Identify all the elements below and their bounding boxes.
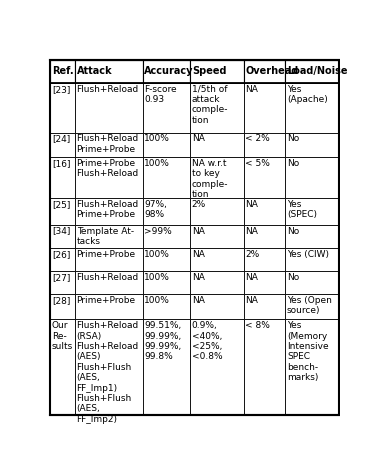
Text: Flush+Reload
(RSA)
Flush+Reload
(AES)
Flush+Flush
(AES,
FF_Imp1)
Flush+Flush
(AE: Flush+Reload (RSA) Flush+Reload (AES) Fl… xyxy=(77,321,139,424)
Text: Yes
(SPEC): Yes (SPEC) xyxy=(287,200,317,219)
Bar xyxy=(244,294,285,319)
Bar xyxy=(143,132,190,157)
Text: [34]: [34] xyxy=(52,227,70,235)
Bar xyxy=(285,157,339,198)
Text: NA: NA xyxy=(192,250,205,259)
Text: Load/Noise: Load/Noise xyxy=(287,66,347,76)
Bar xyxy=(244,319,285,415)
Bar xyxy=(285,248,339,271)
Bar xyxy=(244,225,285,248)
Bar xyxy=(143,225,190,248)
Bar xyxy=(244,271,285,294)
Bar xyxy=(50,157,75,198)
Bar xyxy=(285,294,339,319)
Text: < 8%: < 8% xyxy=(245,321,270,330)
Text: 100%: 100% xyxy=(144,159,170,168)
Text: Ref.: Ref. xyxy=(52,66,74,76)
Bar xyxy=(190,271,244,294)
Bar xyxy=(75,271,143,294)
Text: Prime+Probe
Flush+Reload: Prime+Probe Flush+Reload xyxy=(77,159,139,178)
Bar xyxy=(143,271,190,294)
Bar xyxy=(143,294,190,319)
Text: Flush+Reload: Flush+Reload xyxy=(77,85,139,94)
Bar xyxy=(75,198,143,225)
Text: Overhead: Overhead xyxy=(245,66,299,76)
Text: Yes (CIW): Yes (CIW) xyxy=(287,250,329,259)
Bar xyxy=(143,157,190,198)
Bar xyxy=(50,60,75,83)
Bar xyxy=(143,83,190,132)
Bar xyxy=(75,319,143,415)
Text: NA: NA xyxy=(245,273,258,282)
Text: F-score
0.93: F-score 0.93 xyxy=(144,85,177,104)
Text: 2%: 2% xyxy=(192,200,206,209)
Text: No: No xyxy=(287,273,299,282)
Text: NA: NA xyxy=(192,273,205,282)
Bar xyxy=(285,319,339,415)
Text: [27]: [27] xyxy=(52,273,70,282)
Text: NA: NA xyxy=(192,296,205,305)
Bar xyxy=(50,132,75,157)
Text: 100%: 100% xyxy=(144,273,170,282)
Bar xyxy=(244,198,285,225)
Bar xyxy=(190,157,244,198)
Bar xyxy=(75,248,143,271)
Bar xyxy=(75,225,143,248)
Text: Flush+Reload: Flush+Reload xyxy=(77,273,139,282)
Bar xyxy=(190,132,244,157)
Bar xyxy=(50,271,75,294)
Text: No: No xyxy=(287,134,299,143)
Bar xyxy=(50,198,75,225)
Text: NA: NA xyxy=(245,227,258,235)
Text: [23]: [23] xyxy=(52,85,70,94)
Text: NA w.r.t
to key
comple-
tion: NA w.r.t to key comple- tion xyxy=(192,159,228,199)
Bar xyxy=(50,83,75,132)
Bar xyxy=(285,83,339,132)
Text: 100%: 100% xyxy=(144,250,170,259)
Bar xyxy=(190,60,244,83)
Text: 0.9%,
<40%,
<25%,
<0.8%: 0.9%, <40%, <25%, <0.8% xyxy=(192,321,223,361)
Text: No: No xyxy=(287,227,299,235)
Text: NA: NA xyxy=(245,85,258,94)
Text: Prime+Probe: Prime+Probe xyxy=(77,296,136,305)
Text: Our
Re-
sults: Our Re- sults xyxy=(52,321,73,351)
Text: NA: NA xyxy=(245,296,258,305)
Text: Yes
(Apache): Yes (Apache) xyxy=(287,85,328,104)
Bar xyxy=(50,248,75,271)
Text: Speed: Speed xyxy=(192,66,226,76)
Text: Accuracy: Accuracy xyxy=(144,66,194,76)
Bar xyxy=(285,198,339,225)
Bar xyxy=(285,225,339,248)
Bar xyxy=(244,132,285,157)
Text: [26]: [26] xyxy=(52,250,70,259)
Text: 97%,
98%: 97%, 98% xyxy=(144,200,167,219)
Bar xyxy=(143,248,190,271)
Bar xyxy=(190,225,244,248)
Bar xyxy=(143,60,190,83)
Bar xyxy=(244,157,285,198)
Text: Flush+Reload
Prime+Probe: Flush+Reload Prime+Probe xyxy=(77,134,139,154)
Bar xyxy=(244,248,285,271)
Text: [24]: [24] xyxy=(52,134,70,143)
Bar xyxy=(75,60,143,83)
Bar xyxy=(75,83,143,132)
Text: < 5%: < 5% xyxy=(245,159,270,168)
Bar xyxy=(190,248,244,271)
Text: < 2%: < 2% xyxy=(245,134,270,143)
Text: Prime+Probe: Prime+Probe xyxy=(77,250,136,259)
Text: NA: NA xyxy=(192,134,205,143)
Bar xyxy=(143,198,190,225)
Text: [25]: [25] xyxy=(52,200,70,209)
Bar xyxy=(50,225,75,248)
Text: 99.51%,
99.99%,
99.99%,
99.8%: 99.51%, 99.99%, 99.99%, 99.8% xyxy=(144,321,181,361)
Text: No: No xyxy=(287,159,299,168)
Bar xyxy=(50,319,75,415)
Text: 2%: 2% xyxy=(245,250,260,259)
Text: >99%: >99% xyxy=(144,227,172,235)
Bar xyxy=(190,83,244,132)
Bar xyxy=(285,132,339,157)
Bar xyxy=(285,60,339,83)
Text: 100%: 100% xyxy=(144,296,170,305)
Text: Flush+Reload
Prime+Probe: Flush+Reload Prime+Probe xyxy=(77,200,139,219)
Bar xyxy=(75,132,143,157)
